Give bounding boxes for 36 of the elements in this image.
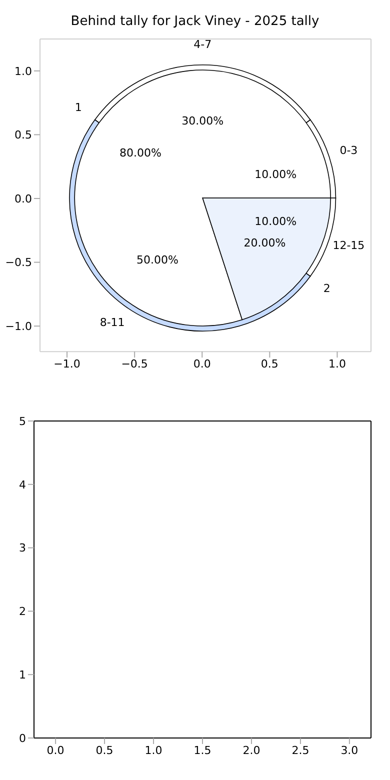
data-label: 20.00% <box>244 236 286 250</box>
y-tick-label: 2 <box>19 605 26 618</box>
x-tick-label: 1.5 <box>194 744 212 757</box>
y-tick-label: 1.0 <box>14 64 32 78</box>
slice-label: 1 <box>74 101 82 114</box>
data-label: 10.00% <box>254 168 297 181</box>
data-label: 30.00% <box>182 114 224 128</box>
chart-title: Behind tally for Jack Viney - 2025 tally <box>70 14 320 29</box>
y-tick-label: 0.5 <box>14 128 32 142</box>
y-tick-label: 4 <box>19 478 26 492</box>
y-tick-label: −0.5 <box>5 256 32 270</box>
x-tick-label: 0.0 <box>193 357 211 370</box>
slice-label: 8-11 <box>100 316 125 329</box>
y-tick-label: 0.0 <box>14 192 32 206</box>
x-tick-label: 0.5 <box>96 744 114 757</box>
x-tick-label: 2.5 <box>292 744 310 757</box>
data-label: 50.00% <box>136 254 178 267</box>
data-label: 80.00% <box>120 146 162 160</box>
y-tick-label: 3 <box>19 542 26 555</box>
x-tick-label: 0.0 <box>46 744 64 757</box>
x-tick-label: 2.0 <box>242 744 260 757</box>
y-tick-label: 5 <box>19 414 26 428</box>
slice-label: 2 <box>323 282 330 295</box>
x-tick-label: 3.0 <box>340 744 358 757</box>
x-tick-label: 1.0 <box>328 357 346 370</box>
y-tick-label: 0 <box>19 732 26 745</box>
data-label: 10.00% <box>254 215 297 228</box>
x-tick-label: 0.5 <box>260 357 278 370</box>
y-tick-label: −1.0 <box>5 320 32 333</box>
x-tick-label: −0.5 <box>121 357 148 370</box>
x-tick-label: 1.0 <box>144 744 162 757</box>
y-tick-label: 1 <box>19 668 26 682</box>
x-tick-label: −1.0 <box>54 357 80 370</box>
slice-label: 0-3 <box>340 144 358 158</box>
slice-label: 12-15 <box>332 238 365 252</box>
slice-label: 4-7 <box>194 38 212 51</box>
